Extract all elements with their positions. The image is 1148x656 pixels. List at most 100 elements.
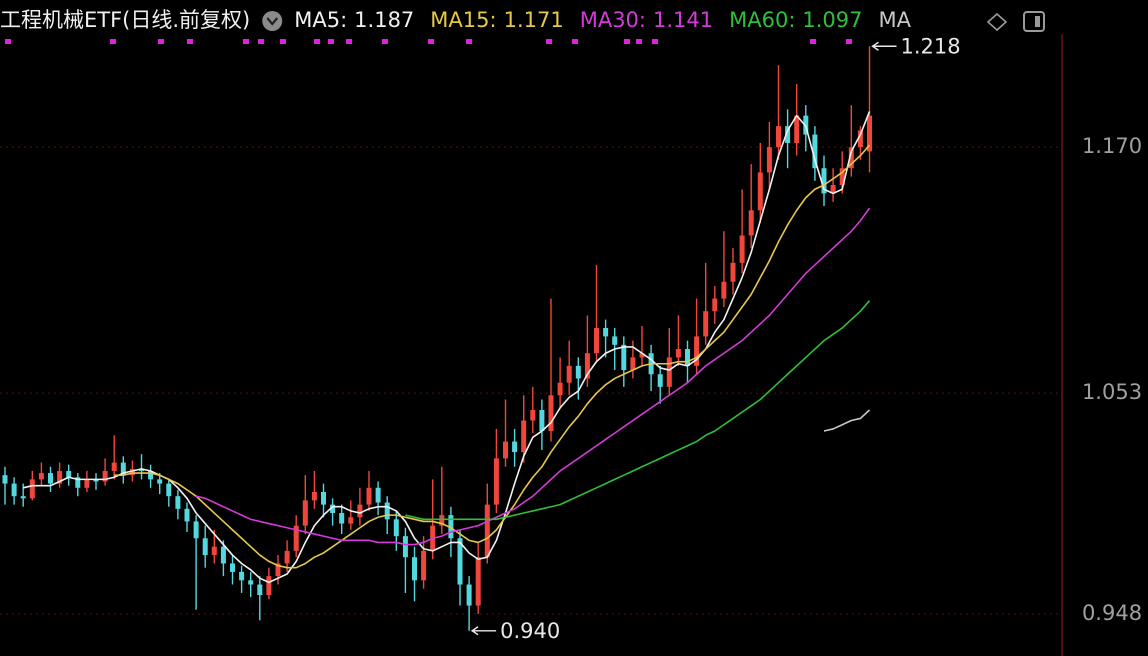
- panel-toggle-fill: [1035, 16, 1040, 27]
- candle-body: [375, 487, 381, 503]
- candle-body: [776, 126, 781, 148]
- candle-body: [785, 126, 791, 143]
- header: 工程机械ETF(日线.前复权) MA5: 1.187 MA15: 1.171 MA30:…: [0, 8, 912, 32]
- legend-value: 1.187: [354, 8, 414, 32]
- candle-body: [166, 483, 172, 497]
- candle-body: [284, 550, 290, 564]
- signal-marker: [314, 39, 320, 44]
- candle-body: [639, 353, 645, 358]
- candle-body: [230, 563, 235, 572]
- panel-toggle-button[interactable]: [1023, 11, 1045, 32]
- extreme-annotation: 0.940: [470, 619, 560, 643]
- signal-markers: [5, 39, 852, 44]
- legend-value: 1.141: [653, 8, 713, 32]
- candle-body: [721, 281, 727, 299]
- legend-name: MA15:: [430, 8, 496, 32]
- signal-marker: [187, 39, 193, 44]
- signal-marker: [280, 39, 286, 44]
- candle-body: [575, 365, 581, 379]
- annotation-arrow: [871, 41, 897, 51]
- candle-body: [566, 365, 572, 383]
- annotation-label: 1.218: [901, 34, 961, 58]
- candle-body: [293, 525, 299, 551]
- candle-body: [839, 168, 845, 186]
- signal-marker: [624, 39, 630, 44]
- candle-body: [157, 479, 163, 484]
- candle-body: [129, 468, 135, 476]
- candle-body: [503, 441, 508, 459]
- candle-body: [448, 515, 454, 539]
- candle-body: [211, 546, 217, 556]
- legend-name: MA5:: [294, 8, 347, 32]
- candle-body: [857, 130, 863, 148]
- candle-body: [339, 513, 345, 524]
- y-axis: 0.948 1.053 1.170: [1082, 134, 1142, 625]
- signal-marker: [428, 39, 434, 44]
- toolbar-background: [958, 0, 1068, 34]
- candle-body: [475, 557, 481, 606]
- toolbar: [958, 0, 1068, 34]
- candle-body: [248, 580, 254, 585]
- candle-body: [302, 500, 308, 526]
- candle-body: [703, 311, 709, 337]
- ma-line: [114, 144, 871, 569]
- signal-marker: [572, 39, 578, 44]
- candle-body: [548, 395, 554, 432]
- candle-body: [57, 470, 63, 484]
- candle-body: [111, 462, 117, 471]
- candle-body: [694, 336, 700, 366]
- candle-body: [848, 147, 854, 169]
- signal-marker: [652, 39, 658, 44]
- candle-body: [730, 262, 736, 282]
- candle-body: [557, 382, 563, 396]
- candle-body: [2, 475, 8, 484]
- candle-body: [612, 336, 618, 345]
- candle-body: [603, 328, 609, 337]
- candle-body: [439, 515, 445, 526]
- candle-body: [521, 420, 527, 453]
- candle-body: [584, 353, 590, 379]
- annotation-label: 0.940: [500, 619, 560, 643]
- candle-body: [666, 357, 672, 387]
- candle-body: [421, 550, 427, 581]
- candle-body: [311, 492, 317, 501]
- candle-body: [239, 571, 245, 581]
- candle-body: [38, 473, 44, 480]
- candle-body: [621, 344, 627, 371]
- dropdown-circle[interactable]: [262, 11, 283, 31]
- candle-body: [675, 349, 681, 358]
- ma-line: [195, 207, 871, 546]
- candle-body: [530, 410, 536, 421]
- signal-marker: [466, 39, 472, 44]
- candle-body: [757, 172, 763, 211]
- candle-body: [175, 496, 181, 509]
- chart-title: 工程机械ETF(日线.前复权): [0, 8, 250, 32]
- legend-name: MA: [879, 8, 912, 32]
- candle-body: [685, 349, 690, 366]
- candle-body: [384, 502, 390, 520]
- dropdown-button[interactable]: [262, 11, 283, 31]
- ma-line: [823, 409, 871, 432]
- candle-body: [512, 441, 518, 453]
- candle-body: [321, 492, 326, 505]
- candle-body: [493, 458, 499, 505]
- y-tick-label: 0.948: [1082, 601, 1142, 625]
- candle-body: [630, 357, 636, 371]
- dropdown-chevron[interactable]: [266, 17, 279, 26]
- candle-body: [539, 410, 545, 432]
- candle-body: [402, 536, 408, 558]
- candle-body: [594, 328, 599, 354]
- candle-body: [457, 538, 463, 585]
- diamond-button[interactable]: [986, 12, 1008, 32]
- signal-marker: [110, 39, 116, 44]
- signal-marker: [346, 39, 352, 44]
- signal-marker: [158, 39, 164, 44]
- signal-marker: [810, 39, 816, 44]
- candle-body: [139, 468, 144, 471]
- candle-body: [330, 504, 336, 514]
- y-tick-label: 1.053: [1082, 380, 1142, 404]
- extreme-annotation: 1.218: [871, 34, 961, 58]
- candle-body: [93, 479, 99, 482]
